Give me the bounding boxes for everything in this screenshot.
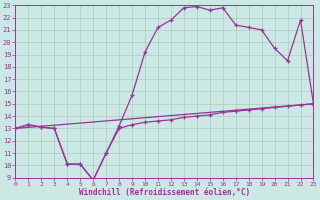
X-axis label: Windchill (Refroidissement éolien,°C): Windchill (Refroidissement éolien,°C): [79, 188, 250, 197]
